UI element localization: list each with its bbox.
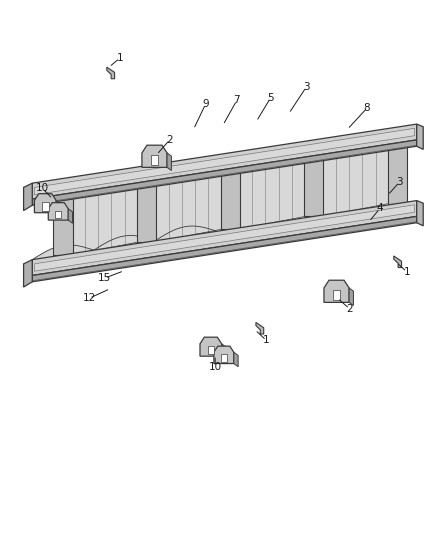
Text: 10: 10 (36, 183, 49, 193)
Polygon shape (387, 143, 406, 204)
Text: 1: 1 (116, 53, 123, 63)
Text: 12: 12 (83, 293, 96, 303)
Text: 1: 1 (403, 267, 409, 277)
Polygon shape (220, 354, 226, 362)
Polygon shape (155, 168, 221, 242)
Text: 1: 1 (262, 335, 269, 345)
Polygon shape (220, 168, 239, 229)
Polygon shape (304, 156, 323, 216)
Text: 3: 3 (395, 177, 402, 187)
Text: 3: 3 (302, 82, 309, 92)
Polygon shape (137, 181, 156, 242)
Polygon shape (393, 256, 401, 268)
Polygon shape (71, 181, 138, 255)
Text: 8: 8 (363, 103, 369, 114)
Polygon shape (55, 211, 61, 219)
Text: 2: 2 (166, 135, 173, 145)
Text: 10: 10 (208, 362, 221, 372)
Polygon shape (56, 200, 60, 216)
Polygon shape (42, 202, 48, 211)
Polygon shape (32, 124, 416, 199)
Polygon shape (416, 124, 422, 149)
Polygon shape (322, 143, 388, 216)
Text: 9: 9 (202, 99, 208, 109)
Polygon shape (32, 200, 416, 276)
Polygon shape (207, 346, 214, 354)
Polygon shape (34, 205, 413, 271)
Text: 5: 5 (267, 93, 273, 103)
Text: 7: 7 (233, 95, 240, 106)
Polygon shape (68, 209, 72, 223)
Polygon shape (34, 193, 56, 213)
Polygon shape (221, 344, 226, 359)
Polygon shape (200, 337, 221, 356)
Polygon shape (416, 200, 422, 226)
Polygon shape (255, 322, 263, 334)
Polygon shape (167, 153, 171, 171)
Polygon shape (233, 352, 237, 367)
Polygon shape (53, 194, 72, 255)
Polygon shape (150, 155, 158, 165)
Polygon shape (34, 128, 413, 195)
Polygon shape (323, 280, 348, 302)
Polygon shape (141, 145, 167, 167)
Polygon shape (24, 260, 32, 287)
Text: 2: 2 (346, 304, 352, 314)
Polygon shape (32, 140, 416, 205)
Polygon shape (213, 346, 233, 364)
Polygon shape (48, 203, 68, 220)
Text: 4: 4 (376, 204, 382, 214)
Polygon shape (24, 183, 32, 211)
Polygon shape (106, 67, 114, 79)
Polygon shape (32, 216, 416, 282)
Text: 15: 15 (98, 273, 111, 283)
Polygon shape (348, 288, 353, 305)
Polygon shape (238, 156, 304, 229)
Polygon shape (332, 290, 339, 300)
